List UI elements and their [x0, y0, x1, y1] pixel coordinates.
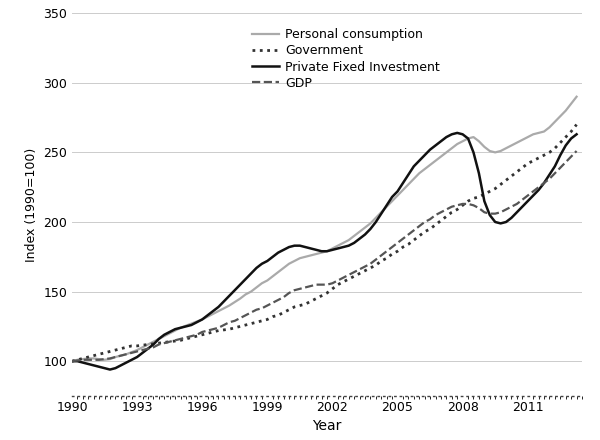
- Private Fixed Investment: [377, 211, 385, 216]
- Line: Government: Government: [72, 125, 577, 361]
- GDP: [372, 257, 379, 262]
- Government: [448, 209, 455, 215]
- Government: [155, 341, 163, 346]
- Private Fixed Investment: [204, 313, 211, 318]
- Private Fixed Investment: [161, 332, 168, 337]
- Private Fixed Investment: [106, 367, 113, 372]
- Legend: Personal consumption, Government, Private Fixed Investment, GDP: Personal consumption, Government, Privat…: [247, 23, 445, 95]
- Y-axis label: Index (1990=100): Index (1990=100): [25, 147, 38, 262]
- Private Fixed Investment: [454, 130, 461, 136]
- Private Fixed Investment: [286, 244, 293, 249]
- X-axis label: Year: Year: [313, 419, 341, 433]
- Personal consumption: [264, 278, 271, 283]
- Personal consumption: [199, 317, 206, 322]
- Government: [264, 317, 271, 322]
- Line: Personal consumption: Personal consumption: [72, 97, 577, 361]
- Personal consumption: [573, 94, 580, 99]
- Government: [68, 359, 76, 364]
- GDP: [280, 294, 287, 300]
- GDP: [448, 204, 455, 209]
- Personal consumption: [155, 336, 163, 341]
- GDP: [68, 359, 76, 364]
- GDP: [155, 342, 163, 347]
- Private Fixed Investment: [68, 359, 76, 364]
- GDP: [573, 148, 580, 154]
- Personal consumption: [68, 359, 76, 364]
- Private Fixed Investment: [573, 132, 580, 137]
- Personal consumption: [280, 265, 287, 271]
- Line: GDP: GDP: [72, 151, 577, 361]
- Government: [199, 332, 206, 337]
- GDP: [199, 329, 206, 334]
- Personal consumption: [448, 146, 455, 151]
- Government: [280, 310, 287, 315]
- Government: [573, 122, 580, 127]
- Private Fixed Investment: [459, 132, 466, 137]
- Personal consumption: [372, 215, 379, 220]
- Government: [372, 263, 379, 268]
- GDP: [264, 303, 271, 308]
- Line: Private Fixed Investment: Private Fixed Investment: [72, 133, 577, 370]
- Private Fixed Investment: [269, 254, 277, 260]
